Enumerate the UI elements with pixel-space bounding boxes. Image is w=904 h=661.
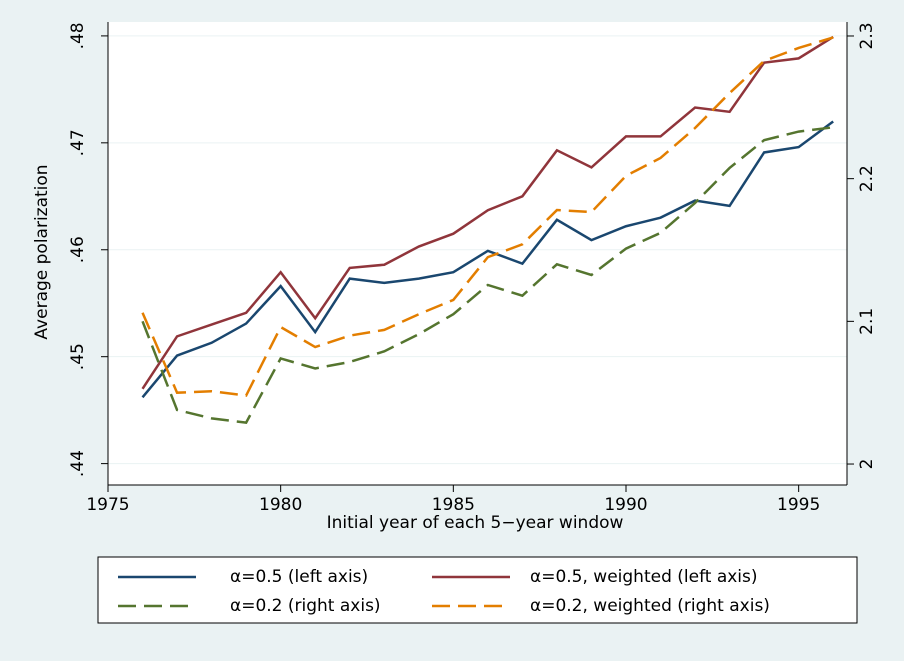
plot-area (108, 22, 847, 485)
y2-tick-label: 2 (857, 459, 877, 470)
y-tick-label: .47 (68, 129, 88, 156)
y-axis-title: Average polarization (32, 164, 52, 339)
legend-label: α=0.5 (left axis) (230, 567, 368, 587)
x-tick-label: 1975 (86, 495, 129, 515)
y-tick-label: .48 (68, 22, 88, 49)
x-tick-label: 1995 (777, 495, 820, 515)
y2-tick-label: 2.3 (857, 22, 877, 49)
y2-tick-label: 2.2 (857, 165, 877, 192)
series-line (141, 35, 834, 390)
x-tick-label: 1985 (432, 495, 475, 515)
y2-tick-label: 2.1 (857, 308, 877, 335)
series-line (141, 120, 834, 399)
legend-label: α=0.2, weighted (right axis) (530, 596, 770, 616)
y-tick-label: .46 (68, 236, 88, 263)
y-tick-label: .44 (68, 450, 88, 477)
series-line (141, 36, 834, 397)
series-line (141, 126, 834, 424)
legend (97, 556, 858, 624)
x-tick-label: 1990 (604, 495, 647, 515)
legend-label: α=0.5, weighted (left axis) (530, 567, 758, 587)
y-tick-label: .45 (68, 343, 88, 370)
x-tick-label: 1980 (259, 495, 302, 515)
x-axis-title: Initial year of each 5−year window (327, 513, 624, 533)
legend-label: α=0.2 (right axis) (230, 596, 381, 616)
